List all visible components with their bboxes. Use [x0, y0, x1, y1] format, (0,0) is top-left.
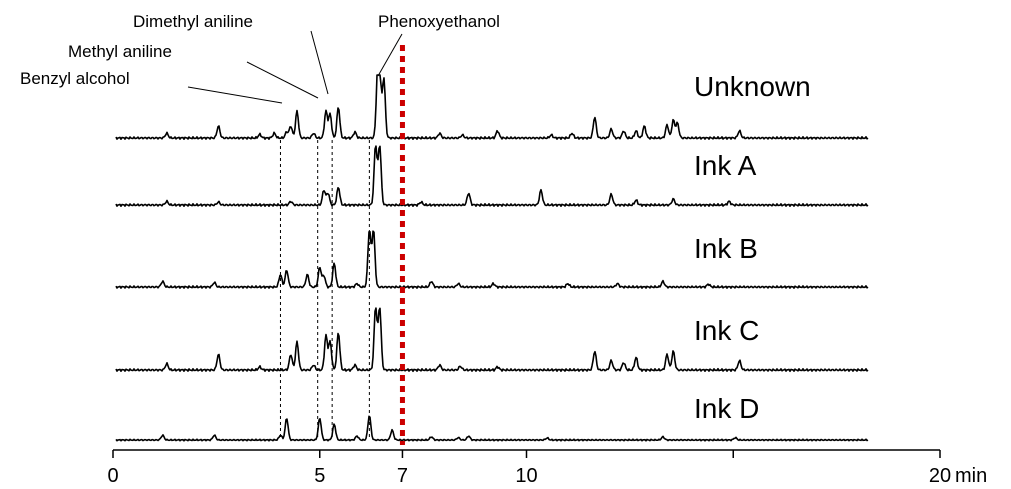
x-tick-label-0: 0	[107, 465, 118, 487]
x-tick-label-10: 10	[515, 465, 537, 487]
x-tick-label-20: 20	[929, 465, 951, 487]
sample-label-ink-a: Ink A	[694, 150, 757, 181]
peak-label-phenoxyethanol: Phenoxyethanol	[378, 12, 500, 31]
x-tick-label-5: 5	[314, 465, 325, 487]
x-axis: 0 5 7 10 20	[107, 449, 951, 487]
trace-ink-c	[115, 307, 869, 373]
peak-leader-lines	[187, 30, 403, 104]
trace-ink-d	[115, 415, 869, 442]
peak-label-dimethyl-aniline: Dimethyl aniline	[133, 12, 253, 31]
x-axis-unit: min	[955, 465, 987, 487]
leader-phenoxyethanol	[377, 33, 403, 77]
peak-label-benzyl-alcohol: Benzyl alcohol	[20, 69, 130, 88]
leader-dimethyl-aniline	[310, 30, 329, 95]
trace-ink-a	[115, 145, 869, 207]
sample-label-ink-b: Ink B	[694, 233, 758, 264]
sample-label-ink-d: Ink D	[694, 393, 759, 424]
peak-labels: Benzyl alcohol Methyl aniline Dimethyl ani…	[20, 12, 500, 88]
leader-methyl-aniline	[246, 61, 319, 99]
trace-unknown	[115, 74, 869, 140]
x-tick-label-7: 7	[397, 465, 408, 487]
sample-labels: Unknown Ink A Ink B Ink C Ink D	[694, 71, 811, 424]
trace-ink-b	[115, 230, 869, 289]
chromatogram-traces	[115, 74, 869, 442]
peak-guide-lines	[279, 140, 370, 438]
sample-label-ink-c: Ink C	[694, 315, 759, 346]
peak-label-methyl-aniline: Methyl aniline	[68, 42, 172, 61]
leader-benzyl-alcohol	[187, 86, 283, 104]
sample-label-unknown: Unknown	[694, 71, 811, 102]
